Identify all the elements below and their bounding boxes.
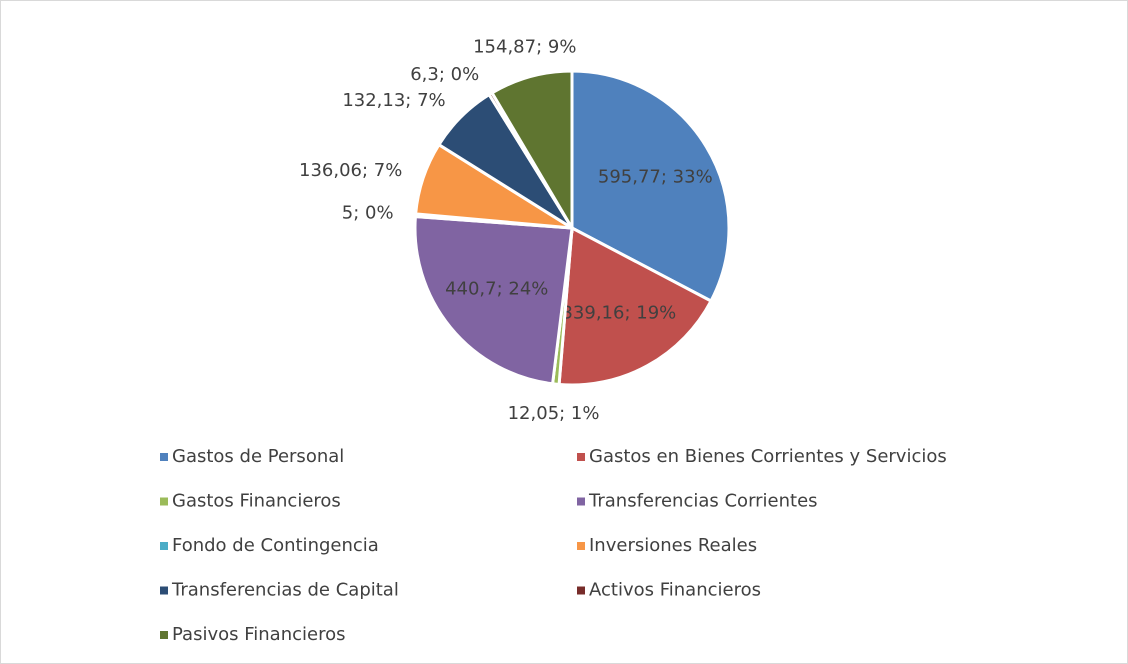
data-label: 12,05; 1% bbox=[508, 403, 600, 424]
pie-slice bbox=[490, 69, 574, 234]
legend-swatch bbox=[160, 453, 168, 461]
legend-label: Inversiones Reales bbox=[589, 535, 757, 556]
legend-label: Transferencias Corrientes bbox=[588, 491, 818, 512]
legend-swatch bbox=[160, 497, 168, 506]
legend-swatch bbox=[160, 631, 168, 639]
data-label: 339,16; 19% bbox=[561, 302, 676, 323]
legend-label: Gastos Financieros bbox=[172, 491, 341, 512]
legend-swatch bbox=[577, 586, 585, 595]
pie-slice bbox=[413, 214, 574, 386]
legend-label: Gastos de Personal bbox=[172, 446, 344, 467]
data-label: 6,3; 0% bbox=[410, 64, 479, 85]
pie-slice bbox=[570, 69, 731, 304]
legend-label: Fondo de Contingencia bbox=[172, 535, 379, 556]
data-label: 5; 0% bbox=[342, 202, 394, 223]
legend-swatch bbox=[577, 497, 585, 506]
data-label: 132,13; 7% bbox=[342, 90, 445, 111]
legend-swatch bbox=[577, 453, 585, 461]
data-label: 595,77; 33% bbox=[598, 167, 713, 188]
data-label: 154,87; 9% bbox=[473, 36, 576, 57]
legend-label: Pasivos Financieros bbox=[172, 624, 345, 645]
legend-label: Gastos en Bienes Corrientes y Servicios bbox=[589, 446, 947, 467]
legend-swatch bbox=[160, 586, 168, 595]
data-label: 440,7; 24% bbox=[445, 279, 548, 300]
legend-swatch bbox=[577, 542, 585, 550]
legend-label: Activos Financieros bbox=[589, 580, 761, 601]
legend-swatch bbox=[160, 542, 168, 550]
pie-slice bbox=[557, 225, 714, 387]
data-label: 136,06; 7% bbox=[299, 160, 402, 181]
legend-label: Transferencias de Capital bbox=[171, 580, 399, 601]
